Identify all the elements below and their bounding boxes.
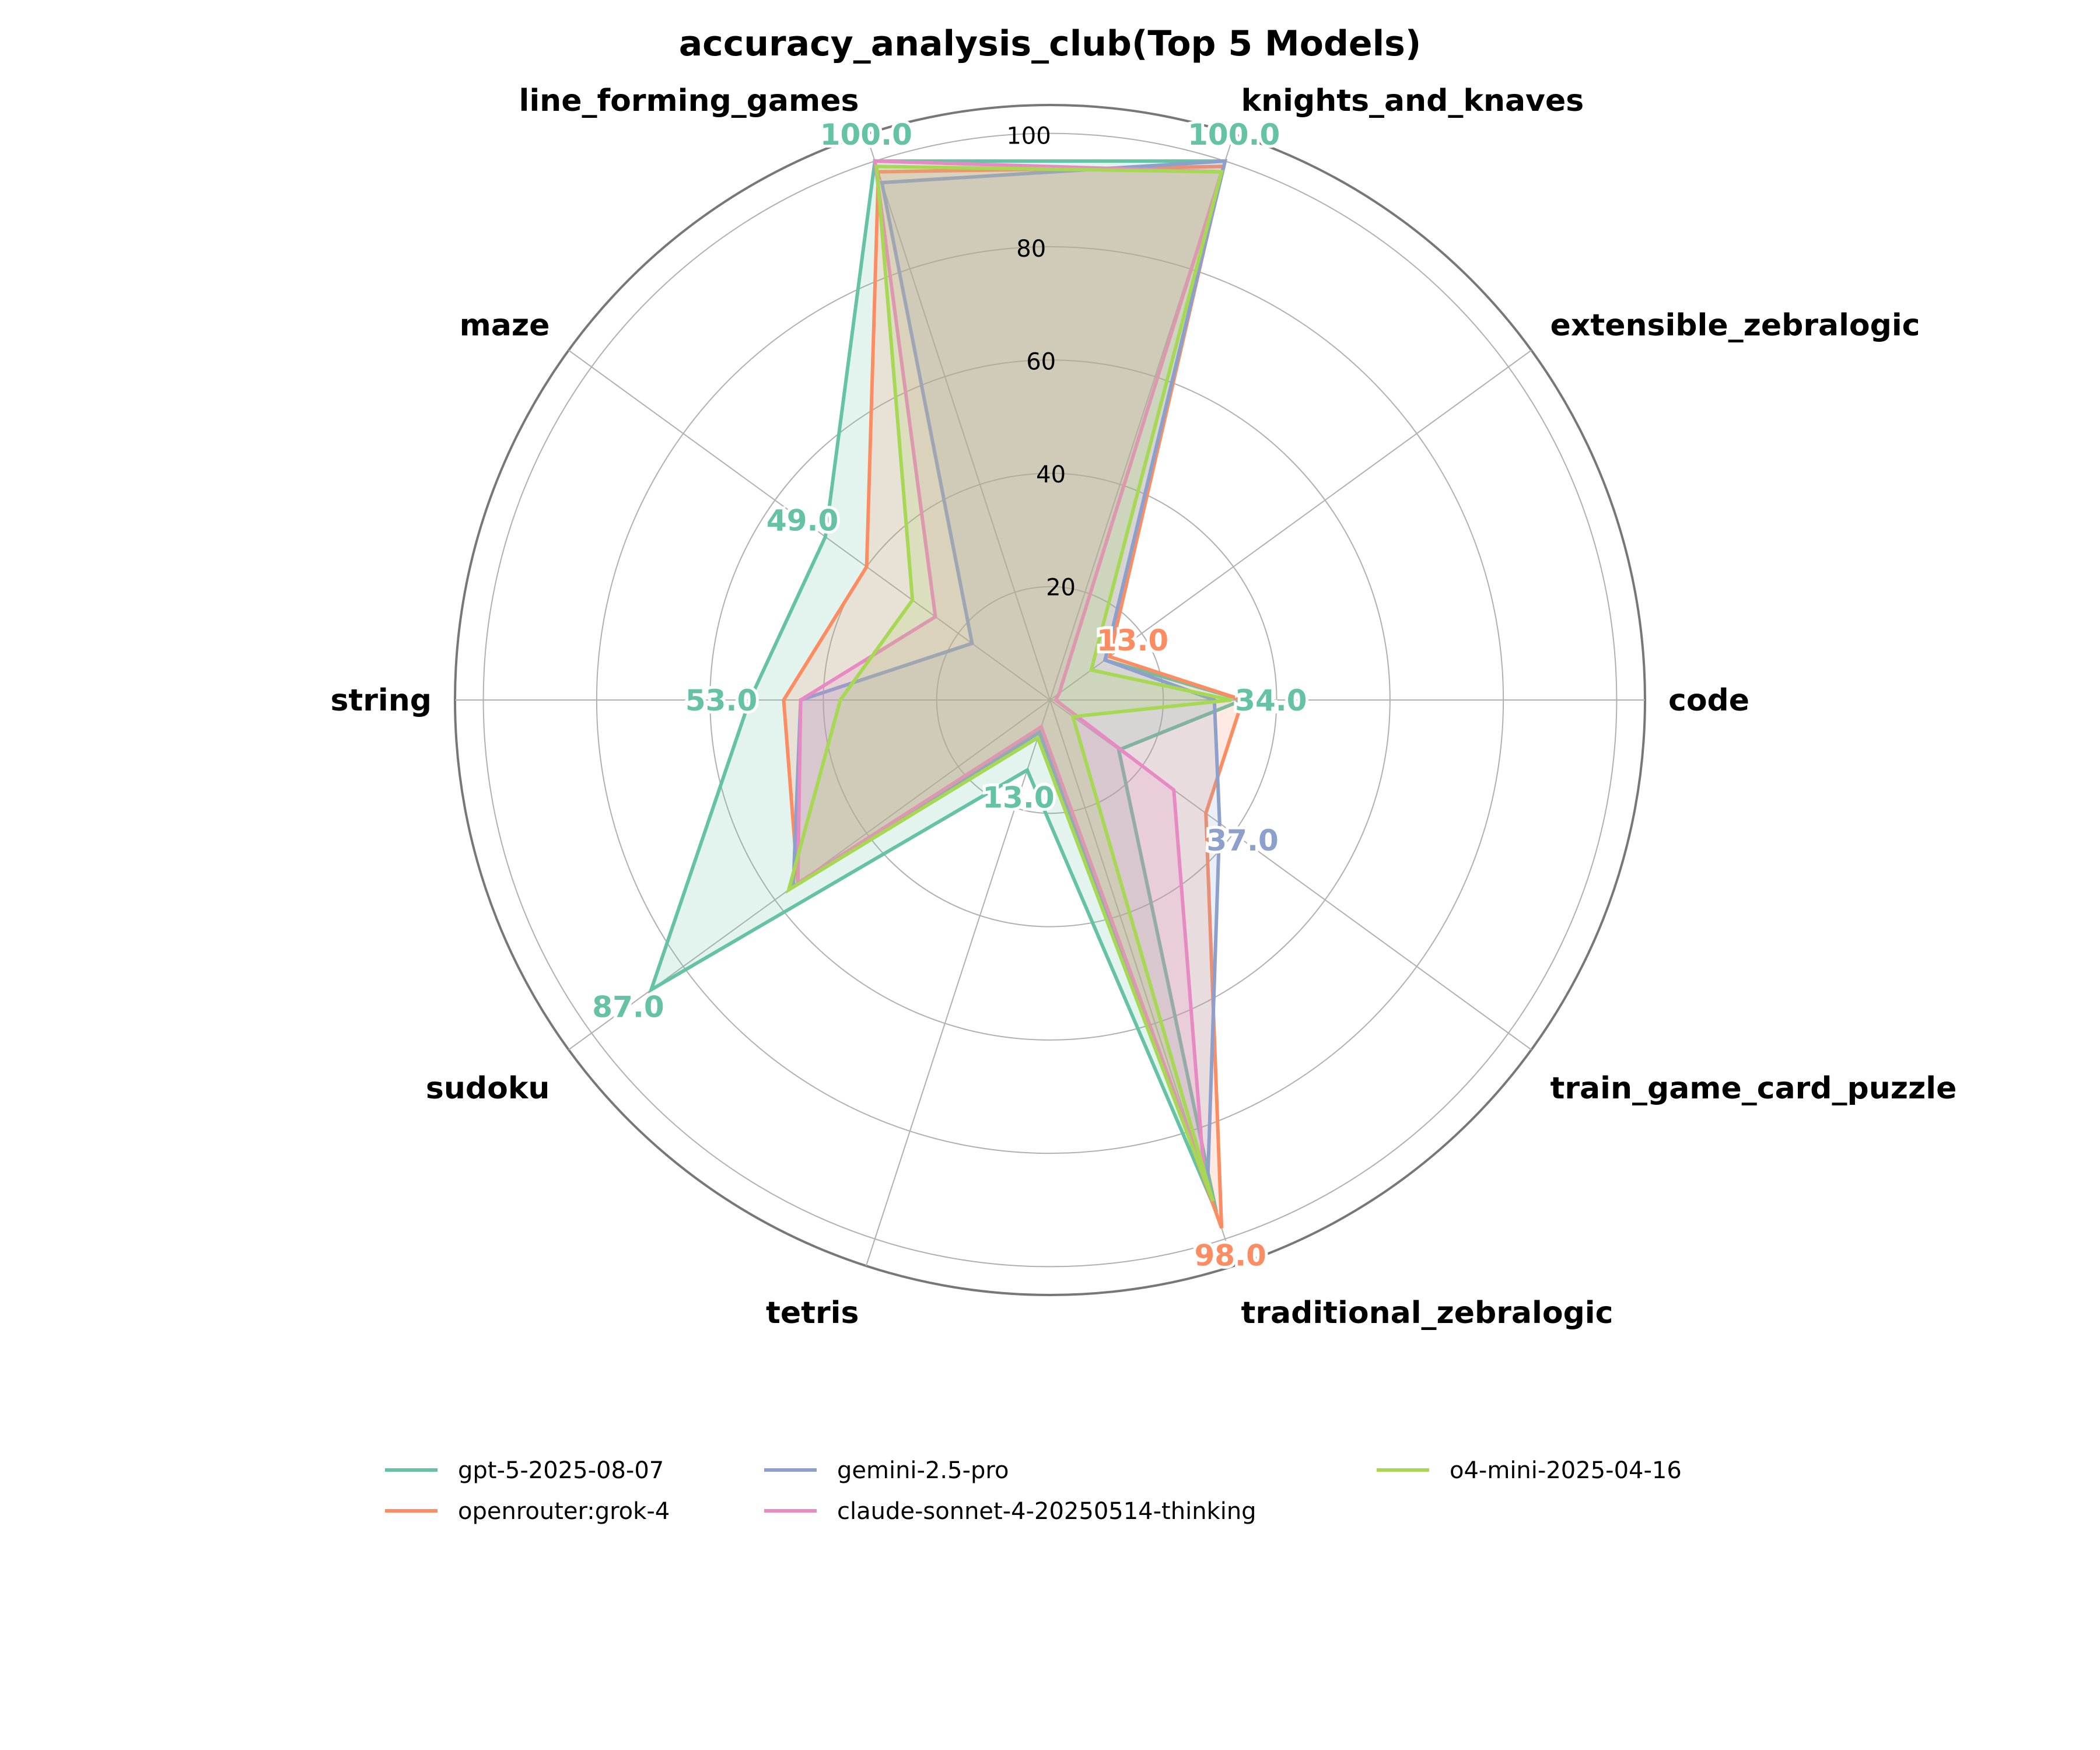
- legend-label: claude-sonnet-4-20250514-thinking: [837, 1498, 1256, 1525]
- series-area: [786, 164, 1232, 1202]
- r-tick-label: 60: [1026, 348, 1056, 375]
- category-label: line_forming_games: [519, 83, 859, 118]
- category-label: knights_and_knaves: [1241, 83, 1584, 118]
- label-layer: 20 40 60 80 100 code extensible_zebralogic knig…: [330, 83, 1957, 1331]
- grid-spoke: [865, 134, 1051, 701]
- max-value-label: 37.0: [1206, 824, 1278, 858]
- category-label: train_game_card_puzzle: [1550, 1071, 1957, 1106]
- max-value-label: 13.0: [1097, 624, 1168, 657]
- legend-label: gemini-2.5-pro: [837, 1457, 1009, 1484]
- r-tick-label: 100: [1006, 123, 1051, 149]
- max-value-label: 49.0: [766, 504, 838, 538]
- grid-spoke: [568, 349, 1051, 701]
- legend-label: openrouter:grok-4: [458, 1498, 670, 1525]
- grid-spoke: [865, 699, 1051, 1266]
- r-tick-label: 20: [1046, 574, 1076, 601]
- max-value-label: 53.0: [685, 684, 757, 718]
- max-value-label: 100.0: [1188, 118, 1280, 152]
- category-label: code: [1668, 683, 1749, 718]
- max-value-label: 87.0: [592, 990, 664, 1024]
- r-tick-label: 80: [1016, 236, 1046, 262]
- max-value-label: 13.0: [982, 780, 1054, 814]
- r-tick-label: 40: [1036, 461, 1066, 488]
- category-label: string: [330, 683, 432, 718]
- max-value-label: 98.0: [1195, 1239, 1266, 1273]
- legend-label: gpt-5-2025-08-07: [458, 1457, 664, 1484]
- series-layer: [648, 159, 1248, 1229]
- category-label: sudoku: [426, 1071, 550, 1106]
- legend-label: o4-mini-2025-04-16: [1450, 1457, 1682, 1484]
- legend: gpt-5-2025-08-07 openrouter:grok-4 gemini-…: [385, 1457, 1682, 1525]
- category-label: tetris: [766, 1296, 859, 1331]
- category-label: extensible_zebralogic: [1550, 308, 1920, 343]
- series-area: [796, 159, 1224, 1175]
- category-label: traditional_zebralogic: [1241, 1296, 1614, 1331]
- grid-layer: [454, 104, 1646, 1296]
- max-value-label: 100.0: [820, 118, 912, 152]
- max-value-label: 34.0: [1235, 684, 1307, 718]
- chart-title: accuracy_analysis_club(Top 5 Models): [679, 23, 1422, 64]
- category-label: maze: [460, 308, 550, 343]
- grid-spoke: [1049, 349, 1532, 701]
